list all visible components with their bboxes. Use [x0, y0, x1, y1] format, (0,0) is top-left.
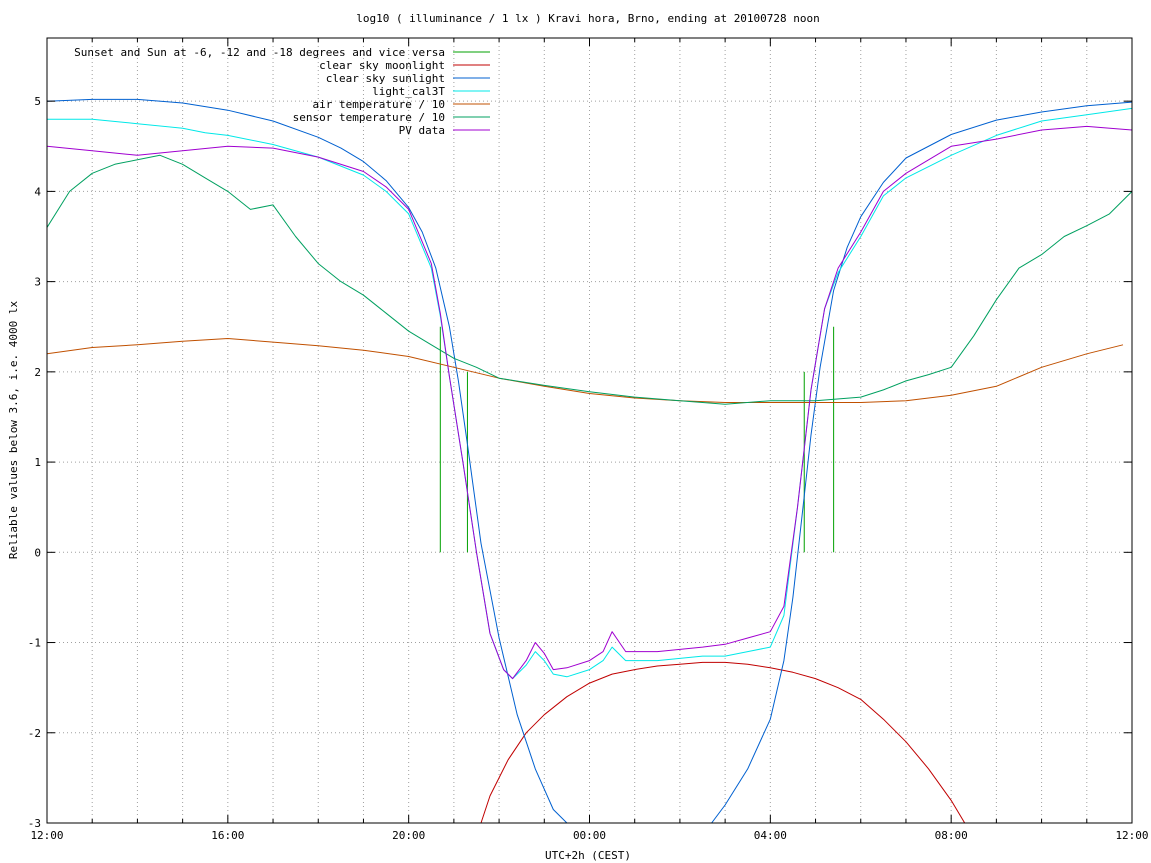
x-tick-label: 04:00 [754, 829, 787, 842]
x-tick-label: 00:00 [573, 829, 606, 842]
y-tick-label: -3 [28, 817, 41, 830]
y-tick-label: -1 [28, 637, 41, 650]
legend-label: Sunset and Sun at -6, -12 and -18 degree… [74, 46, 445, 59]
y-tick-label: 3 [34, 276, 41, 289]
y-tick-label: 4 [34, 185, 41, 198]
y-tick-label: 5 [34, 95, 41, 108]
axis-ticks: 12:00 16:00 20:00 00:00 04:00 08:00 12:00-3-2-… [28, 38, 1149, 842]
x-tick-label: 20:00 [392, 829, 425, 842]
series-2 [47, 98, 1132, 823]
y-tick-label: 1 [34, 456, 41, 469]
legend-label: clear sky moonlight [319, 59, 445, 72]
y-tick-label: 2 [34, 366, 41, 379]
chart-title: log10 ( illuminance / 1 lx ) Kravi hora,… [356, 12, 820, 25]
series-line [47, 98, 1132, 823]
series-line [47, 154, 1132, 405]
legend-label: PV data [399, 124, 445, 137]
series-3 [47, 107, 1132, 680]
series-layer [47, 98, 1132, 823]
legend-label: clear sky sunlight [326, 72, 445, 85]
legend-label: air temperature / 10 [313, 98, 445, 111]
x-tick-label: 16:00 [211, 829, 244, 842]
legend: Sunset and Sun at -6, -12 and -18 degree… [74, 46, 490, 137]
series-4 [47, 338, 1124, 403]
y-axis-label: Reliable values below 3.6, i.e. 4000 lx [7, 300, 20, 559]
series-6 [47, 125, 1132, 680]
series-line [47, 338, 1124, 403]
series-5 [47, 154, 1132, 405]
series-line [47, 107, 1132, 680]
series-line [47, 125, 1132, 680]
series-line [480, 661, 966, 823]
x-tick-label: 08:00 [935, 829, 968, 842]
series-1 [480, 661, 966, 823]
x-tick-label: 12:00 [30, 829, 63, 842]
y-tick-label: -2 [28, 727, 41, 740]
grid [47, 38, 1132, 823]
y-tick-label: 0 [34, 546, 41, 559]
legend-label: sensor temperature / 10 [293, 111, 445, 124]
x-tick-label: 12:00 [1115, 829, 1148, 842]
x-axis-label: UTC+2h (CEST) [545, 849, 631, 862]
legend-label: light_cal3T [372, 85, 445, 98]
